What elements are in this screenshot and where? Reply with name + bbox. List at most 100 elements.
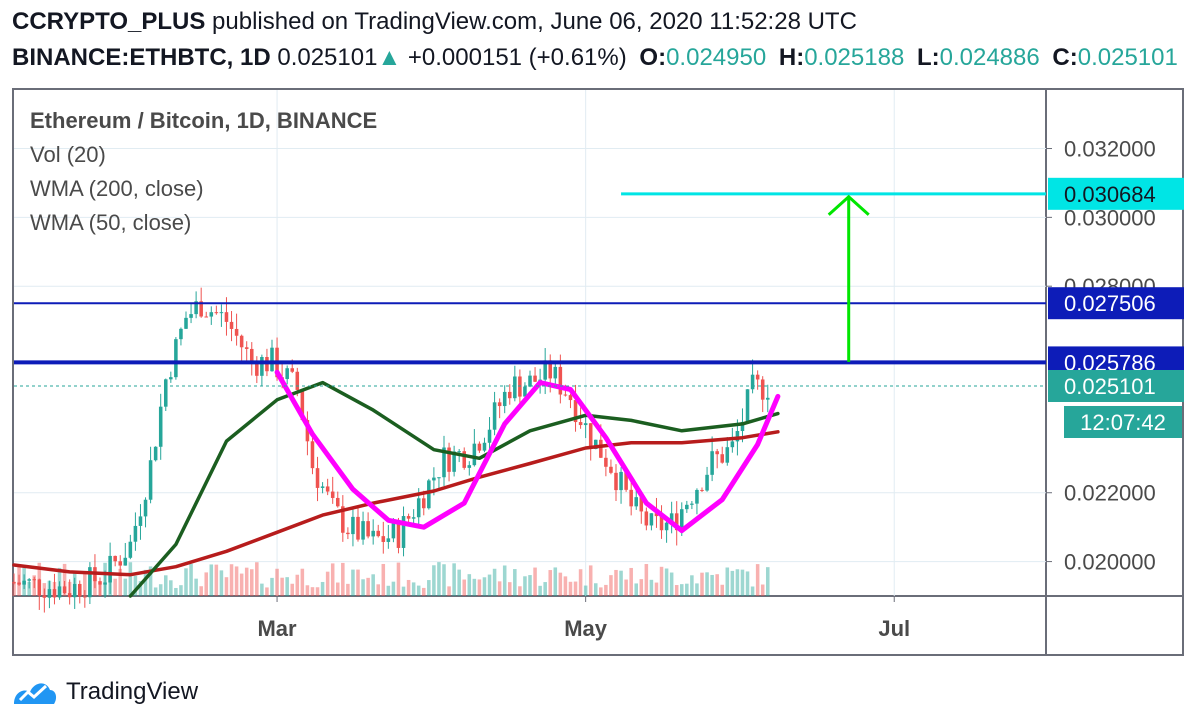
symbol-name: BINANCE:ETHBTC, 1D: [12, 44, 271, 71]
volume-bar: [669, 572, 674, 596]
volume-bar: [381, 563, 386, 596]
candle-body: [447, 447, 451, 472]
candle-body: [725, 447, 730, 463]
candle-body: [462, 451, 467, 468]
candle-body: [356, 516, 360, 540]
volume-bar: [755, 564, 760, 596]
candle-body: [143, 499, 148, 517]
candle-body: [239, 335, 244, 348]
volume-bar: [750, 586, 755, 596]
volume-bar: [341, 562, 345, 596]
candle-body: [113, 555, 117, 562]
volume-bar: [285, 577, 289, 596]
volume-bar: [330, 563, 335, 596]
legend-wma200[interactable]: WMA (200, close): [30, 176, 204, 201]
volume-bar: [695, 583, 699, 596]
author[interactable]: CCRYPTO_PLUS: [12, 8, 206, 35]
volume-bar: [118, 568, 123, 596]
y-tick-label: 0.020000: [1064, 550, 1156, 575]
volume-bar: [300, 568, 305, 596]
candles: [12, 287, 770, 613]
candle-body: [12, 582, 16, 584]
volume-bar: [685, 583, 689, 596]
candle-body: [351, 516, 355, 535]
volume-bar: [664, 568, 669, 596]
volume-bar: [406, 579, 411, 596]
legend-volume[interactable]: Vol (20): [30, 142, 106, 167]
volume-bar: [518, 586, 522, 596]
candle-body: [654, 513, 659, 517]
candle-body: [629, 489, 633, 507]
candle-body: [255, 361, 259, 376]
volume-bar: [260, 583, 264, 596]
candle-body: [179, 328, 183, 340]
volume-bar: [467, 574, 472, 596]
candle-body: [593, 439, 598, 450]
volume-bar: [634, 583, 639, 596]
target-price-tag: [1048, 177, 1184, 210]
low-value: 0.024886: [939, 44, 1040, 71]
candle-body: [72, 583, 77, 598]
volume-bar: [179, 585, 183, 596]
volume-bar: [153, 587, 158, 596]
volume-bar: [705, 572, 709, 596]
candle-body: [174, 339, 178, 378]
volume-bar: [765, 567, 770, 596]
legend-title[interactable]: Ethereum / Bitcoin, 1D, BINANCE: [30, 108, 378, 133]
candle-body: [482, 442, 487, 451]
open-value: 0.024950: [666, 44, 767, 71]
candle-body: [690, 503, 694, 505]
candle-body: [755, 374, 760, 380]
volume-bar: [143, 569, 148, 596]
candle-body: [457, 451, 461, 453]
close-label: C:: [1052, 44, 1078, 71]
volume-bar: [265, 587, 269, 596]
volume-bar: [588, 565, 593, 596]
volume-bar: [644, 564, 649, 596]
volume-bars: [12, 562, 770, 596]
volume-bar: [593, 583, 598, 596]
volume-bar: [452, 563, 456, 596]
volume-bar: [437, 562, 441, 596]
volume-bar: [674, 585, 679, 596]
candle-body: [229, 321, 234, 329]
volume-bar: [548, 570, 553, 596]
volume-bar: [492, 568, 497, 596]
volume-bar: [573, 581, 578, 596]
candle-body: [644, 511, 649, 526]
volume-bar: [386, 585, 391, 596]
volume-bar: [614, 569, 618, 596]
tradingview-brand[interactable]: TradingView: [12, 676, 198, 708]
open-label: O:: [639, 44, 667, 71]
candle-body: [260, 357, 264, 376]
candle-body: [204, 316, 209, 318]
volume-bar: [421, 587, 426, 596]
candle-body: [492, 402, 497, 430]
candle-body: [376, 530, 381, 537]
candle-body: [396, 523, 401, 548]
volume-bar: [679, 584, 684, 596]
candle-body: [270, 347, 274, 372]
candle-body: [133, 525, 138, 542]
volume-bar: [325, 571, 330, 596]
candle-body: [169, 377, 173, 380]
candle-body: [669, 513, 674, 523]
volume-bar: [725, 567, 730, 596]
candle-body: [411, 517, 416, 519]
volume-bar: [138, 581, 143, 596]
volume-bar: [255, 562, 259, 596]
volume-bar: [558, 572, 563, 596]
volume-bar: [700, 572, 704, 596]
candle-body: [477, 443, 482, 451]
volume-bar: [583, 585, 588, 596]
candle-body: [62, 586, 67, 594]
candle-body: [659, 516, 664, 531]
candle-body: [558, 366, 563, 395]
candle-body: [57, 586, 62, 598]
legend-wma50[interactable]: WMA (50, close): [30, 210, 192, 235]
publish-info: CCRYPTO_PLUS published on TradingView.co…: [12, 8, 857, 36]
publish-details: published on TradingView.com, June 06, 2…: [205, 8, 857, 35]
candle-body: [705, 474, 709, 491]
volume-bar: [83, 571, 87, 596]
